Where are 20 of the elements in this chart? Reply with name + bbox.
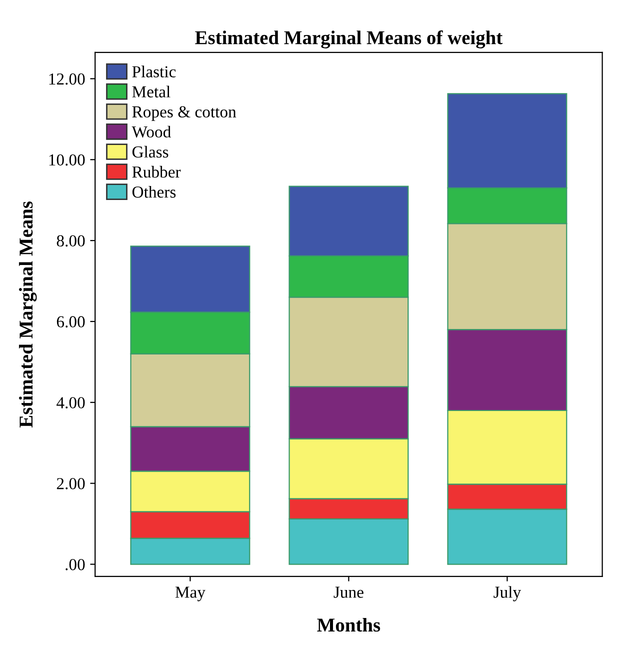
- x-tick-label: May: [175, 586, 206, 602]
- legend-label: Wood: [132, 126, 171, 138]
- y-tick-label: 8.00: [56, 235, 85, 247]
- y-tick-label: .00: [66, 558, 85, 570]
- chart-title: Estimated Marginal Means of weight: [195, 30, 503, 48]
- y-tick-label: 10.00: [49, 154, 85, 166]
- y-tick-label: 4.00: [56, 397, 85, 408]
- x-tick-label: July: [494, 586, 522, 602]
- legend-label: Ropes & cotton: [132, 106, 236, 121]
- x-tick-label: June: [334, 586, 364, 598]
- legend-label: Plastic: [132, 66, 176, 78]
- legend-label: Glass: [132, 146, 168, 158]
- legend-label: Others: [132, 186, 176, 198]
- legend-label: Rubber: [132, 166, 181, 178]
- y-tick-label: 12.00: [49, 73, 85, 85]
- legend-label: Metal: [132, 86, 170, 98]
- y-tick-label: 6.00: [56, 316, 85, 328]
- x-axis-title: Months: [317, 618, 380, 632]
- y-axis-title: Estimated Marginal Means: [18, 201, 37, 428]
- y-tick-label: 2.00: [56, 478, 85, 490]
